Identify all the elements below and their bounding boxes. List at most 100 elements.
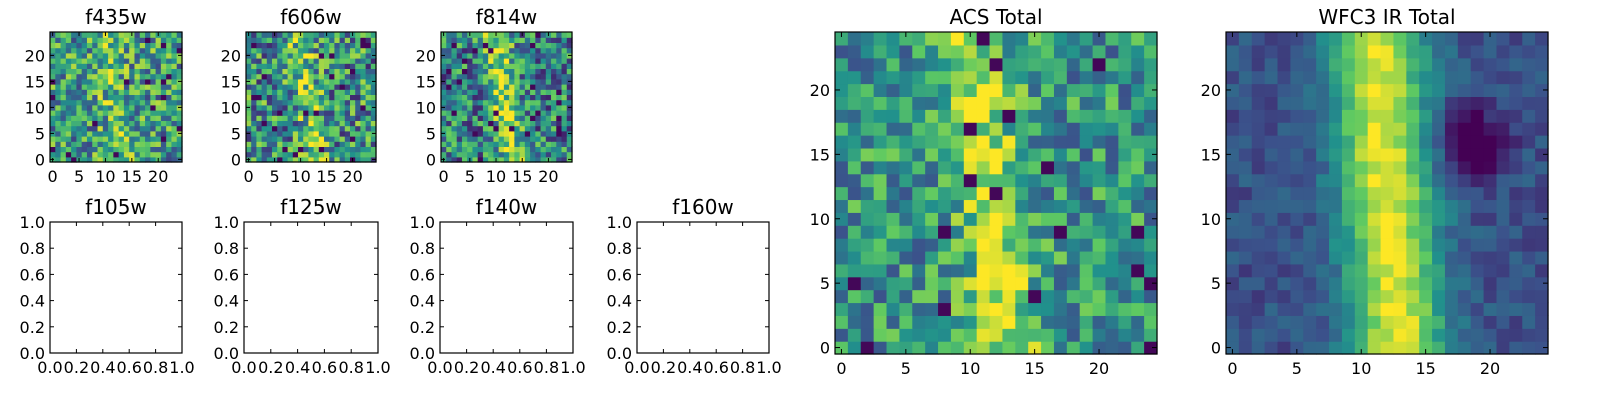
heatmap-cell xyxy=(129,115,136,121)
heatmap-cell xyxy=(1015,315,1029,329)
heatmap-cell xyxy=(899,302,913,316)
heatmap-cell xyxy=(65,47,72,54)
heatmap-cell xyxy=(370,63,377,69)
heatmap-cell xyxy=(1483,109,1498,123)
heatmap-cell xyxy=(1354,315,1369,329)
heatmap-cell xyxy=(509,73,515,80)
heatmap-cell xyxy=(1002,212,1016,226)
heatmap-cell xyxy=(339,52,346,59)
heatmap-cell xyxy=(308,146,315,153)
heatmap-cell xyxy=(1419,70,1433,85)
heatmap-cell xyxy=(318,68,325,75)
heatmap-cell xyxy=(1444,186,1459,201)
heatmap-cell xyxy=(150,104,157,111)
heatmap-cell xyxy=(514,141,521,147)
heatmap-cell xyxy=(108,104,114,111)
heatmap-cell xyxy=(441,73,447,80)
heatmap-cell xyxy=(171,78,178,85)
heatmap-cell xyxy=(1509,276,1523,291)
heatmap-cell xyxy=(1066,186,1081,201)
heatmap-cell xyxy=(123,89,130,95)
heatmap-cell xyxy=(1066,289,1081,304)
heatmap-cell xyxy=(1277,173,1291,188)
heatmap-cell xyxy=(118,120,125,127)
heatmap-cell xyxy=(530,151,536,158)
heatmap-cell xyxy=(950,328,965,342)
heatmap-cell xyxy=(134,68,141,75)
heatmap-cell xyxy=(461,146,468,153)
heatmap-cell xyxy=(1079,263,1094,278)
heatmap-cell xyxy=(150,32,157,38)
heatmap-cell xyxy=(514,47,521,54)
heatmap-cell xyxy=(1251,225,1266,239)
heatmap-cell xyxy=(1470,96,1485,110)
heatmap-cell xyxy=(498,141,505,147)
heatmap-cell xyxy=(1380,289,1395,304)
heatmap-cell xyxy=(989,238,1004,252)
x-tick-label: 5 xyxy=(1292,359,1302,378)
heatmap-cell xyxy=(886,186,900,201)
heatmap-cell xyxy=(1118,83,1132,97)
heatmap-cell xyxy=(303,68,309,75)
heatmap-cell xyxy=(261,63,268,69)
y-tick-label: 10 xyxy=(25,98,45,117)
heatmap-cell xyxy=(1367,160,1382,175)
heatmap-cell xyxy=(976,302,991,316)
heatmap-cell xyxy=(355,78,361,85)
heatmap-cell xyxy=(899,315,913,329)
heatmap-cell xyxy=(963,70,978,85)
heatmap-cell xyxy=(461,104,468,111)
heatmap-cell xyxy=(976,186,991,201)
heatmap-cell xyxy=(1226,212,1240,226)
heatmap-cell xyxy=(145,42,151,49)
heatmap-cell xyxy=(360,94,367,101)
heatmap-cell xyxy=(176,151,183,158)
heatmap-cell xyxy=(1406,44,1420,59)
heatmap-cell xyxy=(503,151,510,158)
heatmap-cell xyxy=(86,42,93,49)
heatmap-cell xyxy=(477,89,484,95)
heatmap-cell xyxy=(303,104,309,111)
heatmap-cell xyxy=(150,115,157,121)
heatmap-cell xyxy=(139,42,146,49)
x-tick-label: 0.2 xyxy=(454,358,479,377)
heatmap-cell xyxy=(1105,173,1119,188)
heatmap-cell xyxy=(530,125,536,132)
heatmap-cell xyxy=(272,47,278,54)
heatmap-cell xyxy=(503,47,510,54)
heatmap-cell xyxy=(1066,135,1081,149)
heatmap-cell xyxy=(150,37,157,43)
heatmap-cell xyxy=(976,173,991,188)
heatmap-cell xyxy=(287,68,294,75)
heatmap-cell xyxy=(938,83,952,97)
heatmap-cell xyxy=(1406,302,1420,316)
heatmap-cell xyxy=(277,78,283,85)
heatmap-cell xyxy=(1290,83,1304,97)
heatmap-cell xyxy=(339,63,346,69)
heatmap-cell xyxy=(860,212,875,226)
heatmap-cell xyxy=(292,151,299,158)
heatmap-cell xyxy=(456,99,463,106)
heatmap-cell xyxy=(266,110,273,116)
heatmap-cell xyxy=(102,130,109,137)
heatmap-cell xyxy=(976,122,991,136)
heatmap-cell xyxy=(1028,341,1042,355)
heatmap-cell xyxy=(1144,32,1158,46)
heatmap-cell xyxy=(246,42,252,49)
heatmap-cell xyxy=(55,125,62,132)
heatmap-cell xyxy=(298,146,304,153)
heatmap-cell xyxy=(65,58,72,64)
heatmap-cell xyxy=(456,78,463,85)
heatmap-cell xyxy=(1092,186,1107,201)
heatmap-cell xyxy=(873,135,888,149)
heatmap-cell xyxy=(113,99,120,106)
heatmap-cell xyxy=(477,125,484,132)
heatmap-cell xyxy=(477,78,484,85)
heatmap-cell xyxy=(1079,212,1094,226)
heatmap-cell xyxy=(1028,186,1042,201)
heatmap-cell xyxy=(524,125,531,132)
heatmap-cell xyxy=(1028,276,1042,291)
heatmap-cell xyxy=(1457,225,1472,239)
heatmap-cell xyxy=(461,42,468,49)
heatmap-cell xyxy=(303,84,309,90)
